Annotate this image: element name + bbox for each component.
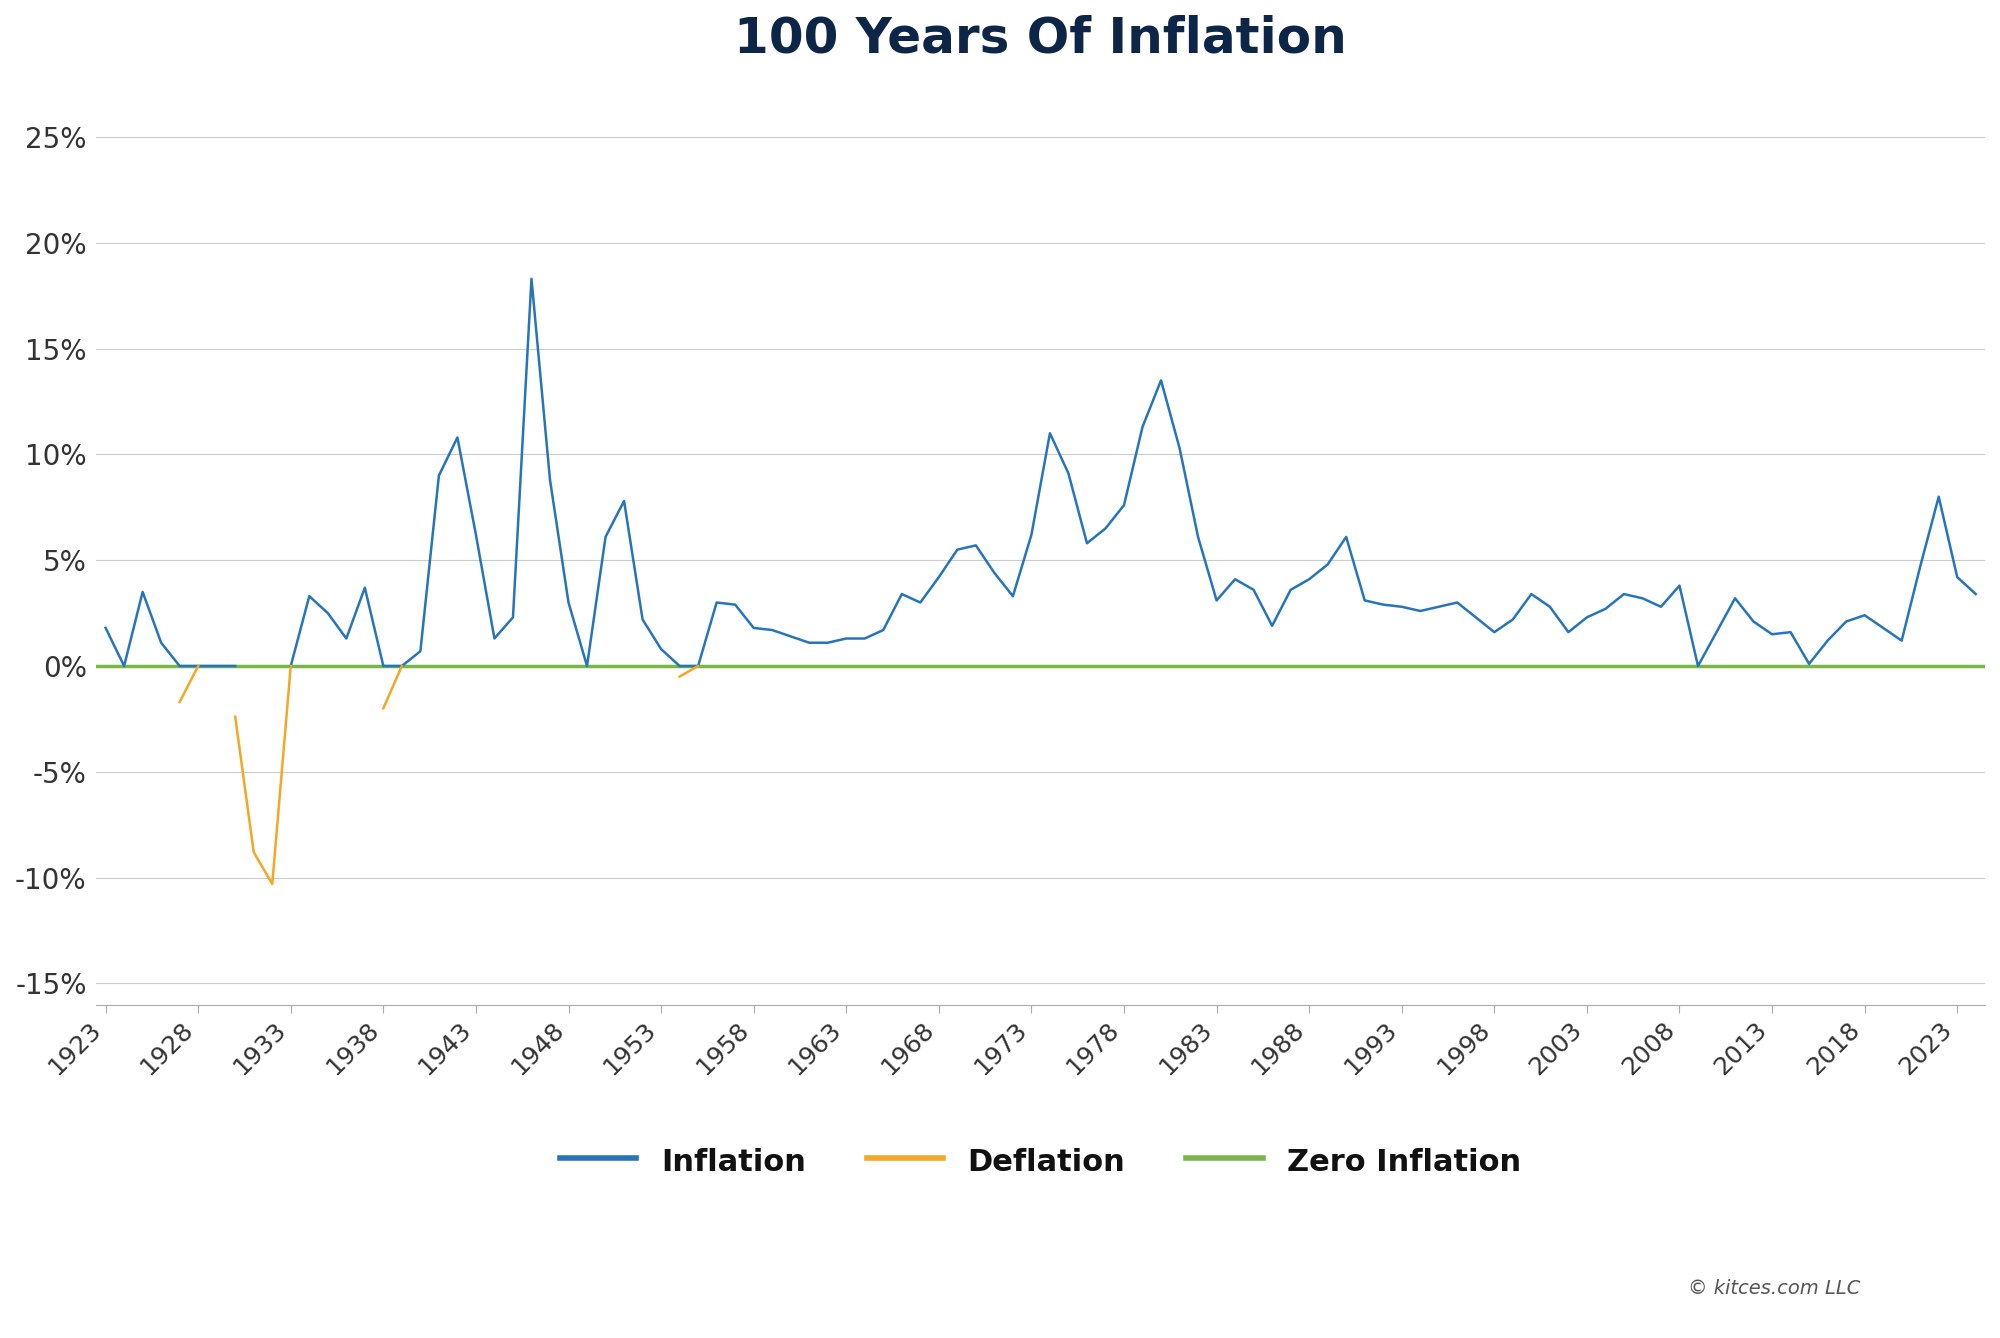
Legend: Inflation, Deflation, Zero Inflation: Inflation, Deflation, Zero Inflation (548, 1133, 1534, 1189)
Title: 100 Years Of Inflation: 100 Years Of Inflation (734, 15, 1348, 63)
Text: © kitces.com LLC: © kitces.com LLC (1688, 1279, 1860, 1298)
